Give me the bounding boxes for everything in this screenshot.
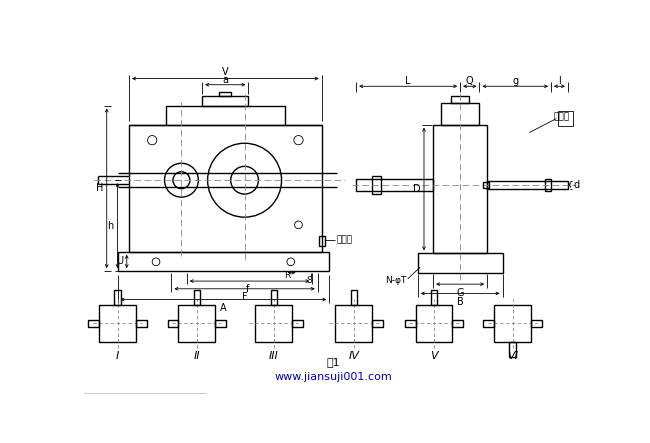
Bar: [431, 290, 437, 305]
Text: 图1: 图1: [326, 357, 340, 367]
Text: a: a: [222, 75, 228, 85]
Bar: [418, 253, 502, 272]
Text: V: V: [430, 351, 438, 361]
Bar: [372, 320, 383, 326]
Bar: [558, 111, 573, 126]
Text: VI: VI: [507, 351, 518, 361]
Text: l: l: [558, 76, 561, 86]
Bar: [351, 290, 357, 305]
Bar: [494, 305, 531, 342]
Bar: [405, 320, 415, 326]
Bar: [88, 320, 99, 326]
Text: U: U: [116, 256, 123, 266]
Text: V: V: [222, 67, 229, 78]
Bar: [484, 182, 489, 188]
Bar: [433, 125, 487, 253]
Text: II: II: [194, 351, 200, 361]
Bar: [202, 96, 248, 105]
Bar: [168, 320, 178, 326]
Text: B: B: [457, 297, 463, 307]
Text: R: R: [285, 271, 291, 280]
Bar: [215, 320, 226, 326]
Text: www.jiansuji001.com: www.jiansuji001.com: [274, 372, 392, 382]
Bar: [356, 179, 433, 191]
Text: 回油口: 回油口: [337, 236, 353, 245]
Bar: [335, 305, 372, 342]
Text: 进油口: 进油口: [553, 113, 569, 121]
Text: A: A: [220, 303, 227, 313]
Bar: [118, 252, 330, 271]
Bar: [451, 96, 469, 103]
Bar: [441, 103, 480, 125]
Bar: [319, 237, 326, 246]
Text: N-φT: N-φT: [385, 276, 406, 285]
Text: h: h: [107, 221, 114, 231]
Text: f: f: [246, 284, 249, 294]
Bar: [271, 290, 277, 305]
Text: S: S: [306, 276, 312, 285]
Text: F: F: [242, 292, 248, 302]
Text: Q: Q: [466, 76, 474, 86]
Bar: [372, 175, 381, 194]
Bar: [484, 320, 494, 326]
Bar: [545, 179, 551, 191]
Bar: [510, 342, 515, 358]
Bar: [415, 305, 452, 342]
Bar: [178, 305, 215, 342]
Text: G: G: [456, 288, 464, 298]
Bar: [219, 92, 231, 96]
Text: H: H: [96, 183, 103, 193]
Text: IV: IV: [348, 351, 359, 361]
Text: III: III: [269, 351, 279, 361]
Bar: [487, 181, 568, 189]
Bar: [292, 320, 303, 326]
Bar: [166, 105, 285, 125]
Bar: [194, 290, 200, 305]
Text: D: D: [413, 184, 420, 194]
Bar: [99, 305, 136, 342]
Text: g: g: [512, 76, 518, 86]
Bar: [531, 320, 542, 326]
Text: L: L: [406, 76, 411, 86]
Bar: [452, 320, 463, 326]
Text: d: d: [573, 180, 580, 190]
Text: I: I: [116, 351, 119, 361]
Bar: [255, 305, 292, 342]
Bar: [129, 125, 322, 252]
Bar: [136, 320, 147, 326]
Bar: [114, 290, 121, 305]
